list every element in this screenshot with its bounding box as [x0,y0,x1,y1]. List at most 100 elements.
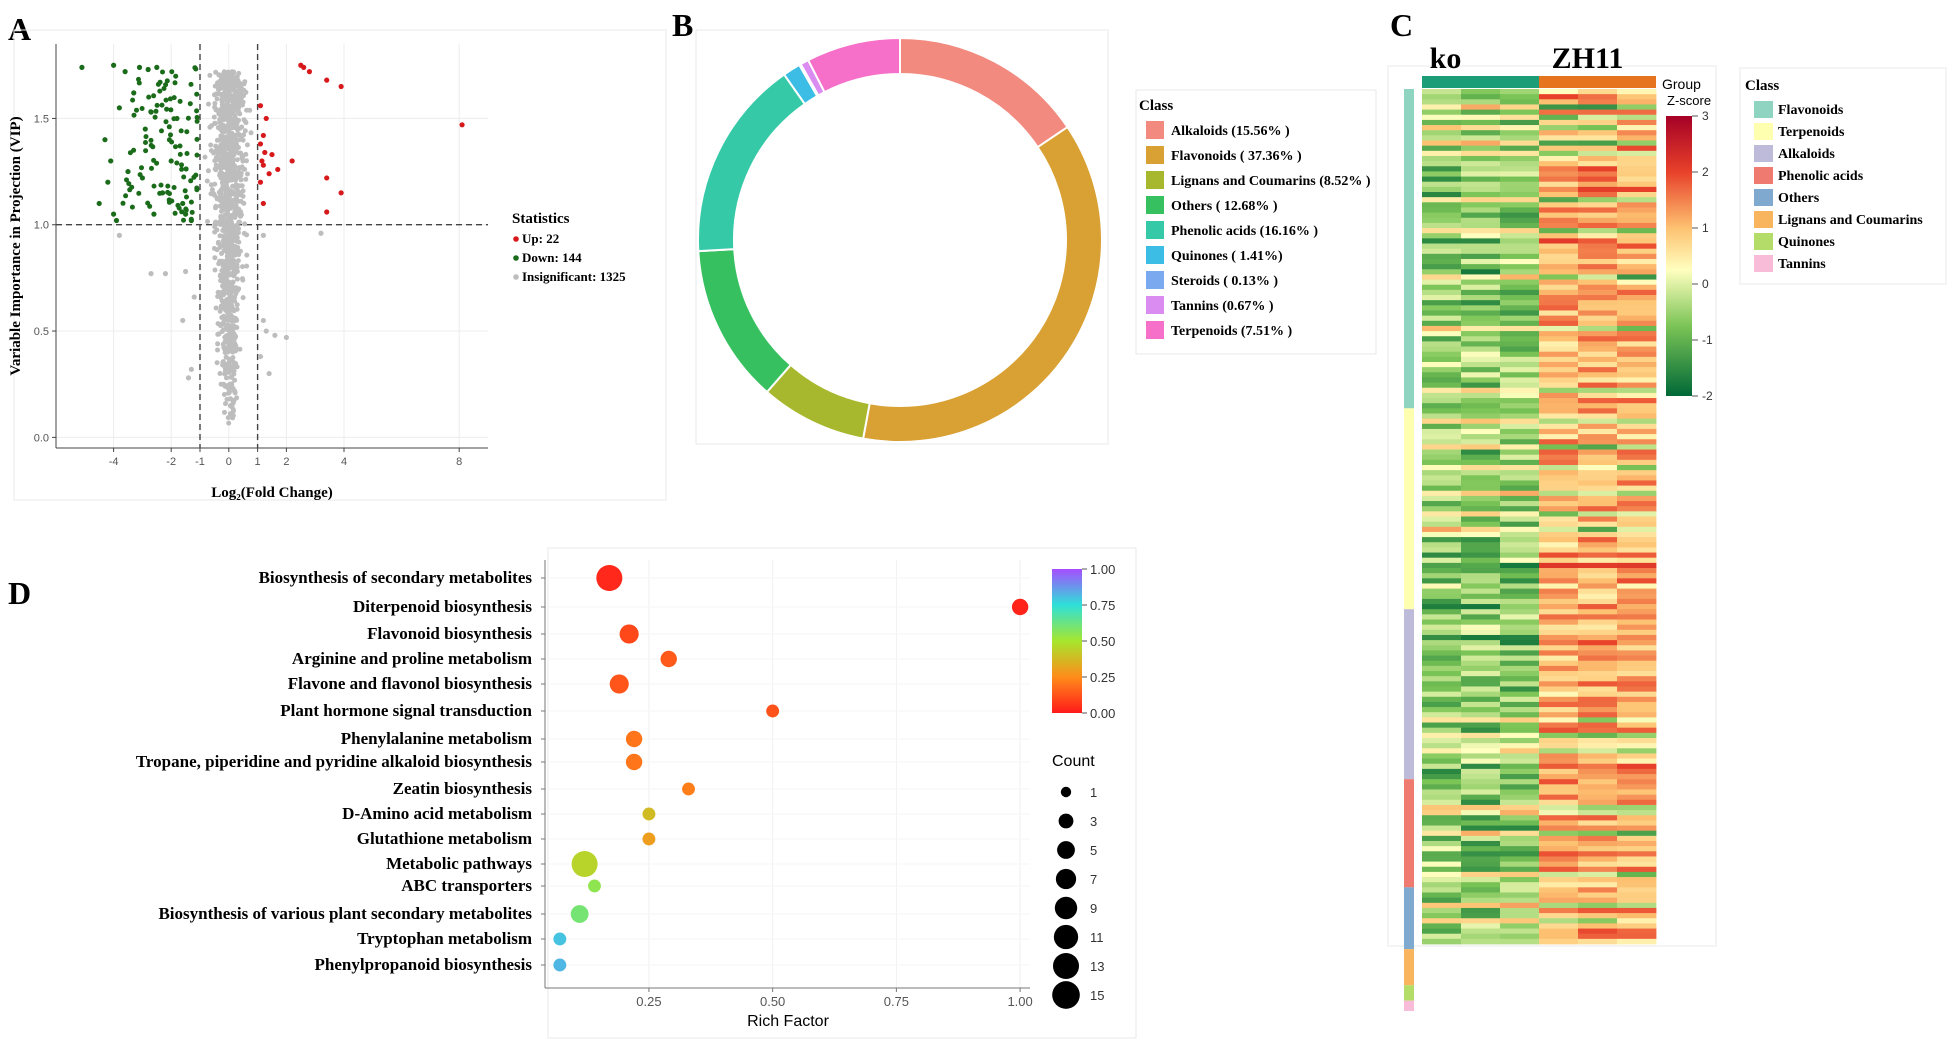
heatmap-cell [1617,598,1657,605]
heatmap-cell [1422,485,1462,492]
heatmap-cell [1578,377,1618,383]
heatmap-cell [1461,676,1501,682]
kegg-frame [547,547,1137,1039]
heatmap-cell [1461,269,1501,275]
heatmap-cell [1461,784,1501,790]
heatmap-cell [1539,537,1579,543]
heatmap-cell [1461,109,1501,116]
heatmap-cell [1461,552,1501,559]
volcano-point-insignificant [219,251,224,256]
heatmap-cell [1539,542,1579,548]
heatmap-cell [1500,840,1540,847]
heatmap-cell [1461,557,1501,564]
heatmap-cell [1578,712,1618,718]
heatmap-cell [1461,815,1501,821]
heatmap-cell [1617,253,1657,260]
volcano-point-insignificant [220,129,226,135]
volcano-point-down [136,190,142,196]
heatmap-cell [1578,94,1618,100]
volcano-point-down [189,209,195,215]
heatmap-cell [1617,542,1657,548]
heatmap-cell [1422,830,1462,837]
heatmap-cell [1578,774,1618,780]
heatmap-cell [1500,475,1540,481]
heatmap-cell [1617,485,1657,492]
volcano-point-down [139,165,144,171]
heatmap-cell [1539,104,1579,110]
volcano-point-insignificant [232,112,238,118]
kegg-xtick-label: 0.25 [636,994,661,1009]
volcano-axes [55,44,488,449]
kegg-size-legend-label: 3 [1090,814,1097,829]
volcano-point-insignificant [207,72,213,78]
heatmap-cell [1422,913,1462,919]
heatmap-cell [1500,238,1540,244]
heatmap-cell [1422,671,1462,677]
volcano-point-insignificant [229,374,235,380]
heatmap-cell [1617,387,1657,394]
heatmap-cell [1500,408,1540,414]
heatmap-cell [1500,810,1540,816]
heatmap-cell [1539,475,1579,481]
heatmap-cell [1500,197,1540,203]
heatmap-cell [1461,835,1501,842]
heatmap-cell [1578,871,1618,878]
heatmap-cell [1422,774,1462,780]
volcano-point-insignificant [232,363,238,369]
donut-legend-swatch [1146,296,1164,314]
volcano-point-insignificant [223,105,229,111]
heatmap-cell [1500,928,1540,935]
heatmap-cell [1461,464,1501,471]
volcano-point-insignificant [225,415,231,421]
heatmap-cell [1461,712,1501,718]
heatmap-class-segment-7 [1404,1000,1414,1011]
kegg-yticks [541,577,545,966]
heatmap-cell [1461,248,1501,255]
heatmap-cell [1422,609,1462,615]
heatmap-cell [1422,578,1462,584]
heatmap-cell [1539,212,1579,219]
heatmap-cell [1539,305,1579,311]
heatmap-cell [1461,155,1501,162]
heatmap-cell [1539,145,1579,152]
heatmap-cell [1500,861,1540,868]
heatmap-legend-swatch [1754,233,1773,250]
heatmap-cell [1422,810,1462,816]
heatmap-cell [1422,861,1462,868]
heatmap-cell [1578,434,1618,440]
heatmap-cell [1578,856,1618,862]
heatmap-cell [1500,583,1540,590]
heatmap-cell [1461,454,1501,461]
heatmap-cell [1500,727,1540,734]
heatmap-cell [1578,717,1618,723]
heatmap-cell [1422,104,1462,110]
volcano-ytick-label: 1.5 [34,113,49,125]
heatmap-cell [1539,732,1579,739]
donut-legend-label: Lignans and Coumarins (8.52% ) [1171,174,1371,189]
heatmap-cell [1500,89,1540,95]
kegg-size-legend-label: 1 [1090,785,1097,800]
heatmap-cell [1617,197,1657,203]
volcano-point-insignificant [223,150,229,156]
heatmap-cell [1461,274,1501,280]
heatmap-cell [1578,140,1618,147]
heatmap-cell [1578,284,1618,291]
volcano-point-insignificant [226,213,231,219]
heatmap-cell [1539,609,1579,615]
heatmap-cell [1539,125,1579,131]
heatmap-cell [1422,902,1462,909]
heatmap-cell [1617,938,1657,945]
heatmap-cell [1539,516,1579,523]
heatmap-cell [1461,634,1501,641]
heatmap-cell [1500,640,1540,646]
heatmap-class-segment-5 [1404,949,1414,986]
heatmap-cell [1500,882,1540,888]
heatmap-cell [1500,403,1540,409]
volcano-point-down [194,136,200,142]
heatmap-cell [1422,851,1462,857]
heatmap-cell [1461,763,1501,770]
heatmap-cell [1461,593,1501,600]
heatmap-cell [1578,779,1618,785]
heatmap-cell [1461,562,1501,569]
